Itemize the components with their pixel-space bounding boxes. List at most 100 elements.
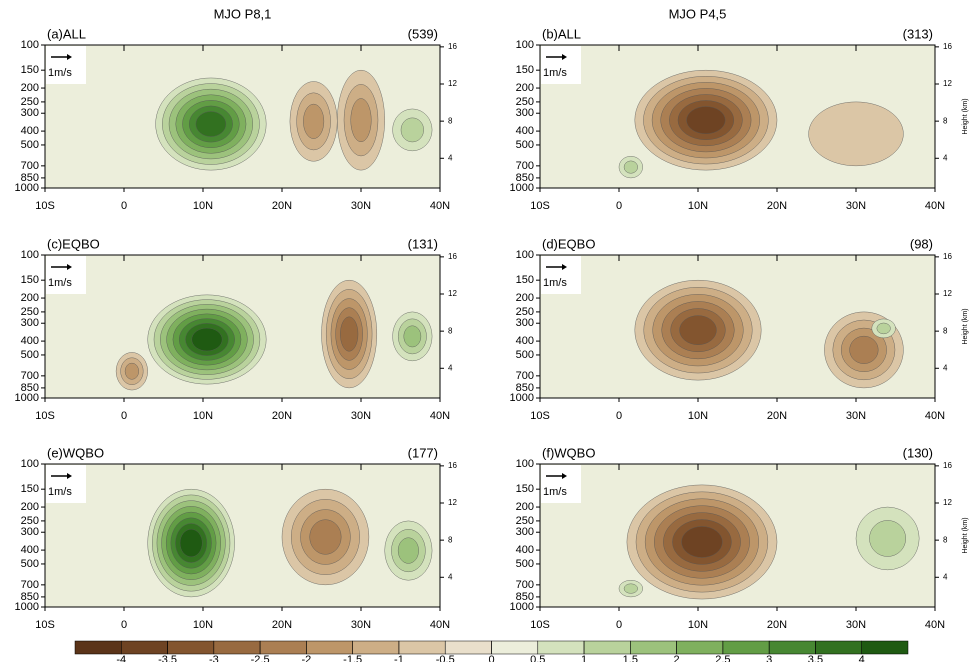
ref-label: 1m/s <box>543 277 567 289</box>
y-tick-label: 500 <box>21 139 39 151</box>
x-tick-label: 10N <box>688 200 708 212</box>
contour-level <box>303 103 325 139</box>
contour-level <box>679 315 717 345</box>
x-tick-label: 0 <box>616 619 622 631</box>
y-tick-label: 850 <box>21 172 39 184</box>
y-tick-label: 200 <box>21 82 39 94</box>
y2-tick-label: 16 <box>448 461 457 470</box>
contour-level <box>869 520 906 557</box>
x-tick-label: 40N <box>430 200 450 212</box>
colorbar-box <box>630 640 677 655</box>
ref-arrow-head <box>562 264 567 270</box>
ref-label: 1m/s <box>48 486 72 498</box>
contour-level <box>403 325 422 348</box>
contour-level <box>309 519 342 555</box>
contour-level <box>191 327 223 352</box>
y2-tick-label: 4 <box>943 153 948 162</box>
field <box>634 279 904 389</box>
y-tick-label: 700 <box>516 160 534 172</box>
colorbar-box <box>352 640 400 655</box>
y2-tick-label: 8 <box>448 116 453 125</box>
ref-box <box>46 465 86 503</box>
panel-count: (313) <box>903 26 933 41</box>
x-tick-label: 0 <box>616 410 622 422</box>
y-tick-label: 150 <box>516 274 534 286</box>
ref-label: 1m/s <box>48 277 72 289</box>
field <box>147 488 433 598</box>
y-tick-label: 150 <box>21 274 39 286</box>
colorbar-label: -4 <box>116 654 126 662</box>
y-tick-label: 200 <box>516 82 534 94</box>
colorbar-label: 3 <box>766 654 772 662</box>
field <box>618 69 904 179</box>
panel-count: (177) <box>408 445 438 460</box>
contour-level <box>623 160 638 174</box>
colorbar-box <box>861 640 909 655</box>
y-tick-label: 250 <box>21 306 39 318</box>
panel-title: (f)WQBO <box>542 445 595 460</box>
y-tick-label: 250 <box>516 96 534 108</box>
field <box>115 279 433 391</box>
y-tick-label: 500 <box>516 349 534 361</box>
colorbar-box <box>121 640 168 655</box>
contour-level <box>397 537 419 564</box>
contour-level <box>623 583 638 594</box>
y-tick-label: 150 <box>21 483 39 495</box>
x-tick-label: 20N <box>767 200 787 212</box>
y2-axis-label: Height (km) <box>962 98 969 134</box>
x-tick-label: 0 <box>121 619 127 631</box>
y-tick-label: 400 <box>516 544 534 556</box>
y-tick-label: 700 <box>21 370 39 382</box>
colorbar-label: 1 <box>581 654 587 662</box>
y-tick-label: 1000 <box>510 392 534 404</box>
x-tick-label: 10S <box>35 200 55 212</box>
y2-tick-label: 4 <box>448 572 453 581</box>
panel-count: (98) <box>910 236 933 251</box>
x-tick-label: 40N <box>430 619 450 631</box>
contour-level <box>350 98 372 143</box>
x-tick-label: 30N <box>351 619 371 631</box>
x-tick-label: 10N <box>688 619 708 631</box>
y-tick-label: 300 <box>21 107 39 119</box>
y2-tick-label: 8 <box>943 535 948 544</box>
x-tick-label: 10S <box>35 619 55 631</box>
colorbar-label: 1.5 <box>623 654 638 662</box>
colorbar-box <box>722 640 770 655</box>
y2-tick-label: 8 <box>448 535 453 544</box>
y2-tick-label: 16 <box>943 461 952 470</box>
y-tick-label: 700 <box>516 370 534 382</box>
y-tick-label: 250 <box>516 306 534 318</box>
x-tick-label: 20N <box>272 410 292 422</box>
y-tick-label: 700 <box>21 579 39 591</box>
column-title: MJO P4,5 <box>669 6 727 21</box>
panel-count: (131) <box>408 236 438 251</box>
y2-tick-label: 16 <box>943 42 952 51</box>
y-tick-label: 400 <box>516 335 534 347</box>
colorbar-box <box>74 640 122 655</box>
panel-title: (a)ALL <box>47 26 86 41</box>
contour-level <box>124 362 139 380</box>
y2-tick-label: 12 <box>448 79 457 88</box>
y-tick-label: 200 <box>21 292 39 304</box>
colorbar-label: -3.5 <box>158 654 177 662</box>
y2-tick-label: 8 <box>943 116 948 125</box>
y2-tick-label: 4 <box>448 153 453 162</box>
x-tick-label: 0 <box>121 410 127 422</box>
colorbar-label: 4 <box>859 654 865 662</box>
y-tick-label: 300 <box>516 107 534 119</box>
x-tick-label: 10S <box>530 410 550 422</box>
y-tick-label: 500 <box>516 139 534 151</box>
colorbar-box <box>398 640 446 655</box>
ref-arrow-head <box>67 264 72 270</box>
colorbar-box <box>537 640 585 655</box>
y-tick-label: 250 <box>516 515 534 527</box>
plot-frame <box>44 254 441 399</box>
ref-arrow-head <box>562 473 567 479</box>
contour-level <box>876 322 891 335</box>
x-tick-label: 10N <box>193 410 213 422</box>
y-tick-label: 100 <box>21 249 39 261</box>
y-tick-label: 400 <box>21 125 39 137</box>
colorbar-box <box>815 640 862 655</box>
x-tick-label: 10S <box>530 619 550 631</box>
y2-tick-label: 16 <box>448 252 457 261</box>
